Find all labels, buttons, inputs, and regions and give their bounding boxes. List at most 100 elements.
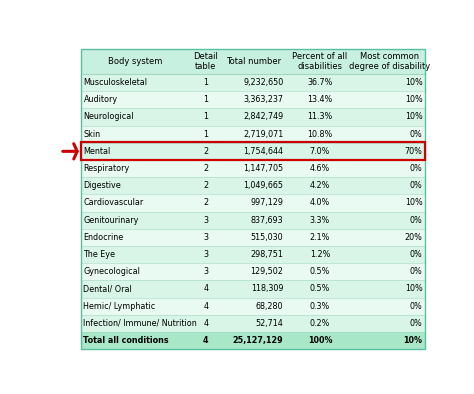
Text: 0.3%: 0.3% [310,302,330,310]
Text: Respiratory: Respiratory [83,164,130,173]
Text: 4: 4 [203,319,208,328]
Text: 0%: 0% [410,250,422,259]
Bar [82,126,425,143]
Text: 3.3%: 3.3% [310,216,330,225]
Text: 4: 4 [203,284,208,294]
Text: 1,049,665: 1,049,665 [244,181,283,190]
Text: 515,030: 515,030 [251,233,283,242]
Text: 129,502: 129,502 [251,267,283,276]
Bar [82,194,425,212]
Text: Endocrine: Endocrine [83,233,124,242]
Text: 2: 2 [203,164,209,173]
Text: Neurological: Neurological [83,112,134,121]
Text: 4: 4 [203,336,209,345]
Text: 837,693: 837,693 [251,216,283,225]
Text: Detail
table: Detail table [193,52,218,71]
Text: 2: 2 [203,181,209,190]
Text: 3: 3 [203,216,208,225]
Text: Infection/ Immune/ Nutrition: Infection/ Immune/ Nutrition [83,319,197,328]
Text: Skin: Skin [83,130,100,139]
Text: Hemic/ Lymphatic: Hemic/ Lymphatic [83,302,156,310]
Text: 20%: 20% [405,233,422,242]
Bar [82,49,425,74]
Text: 9,232,650: 9,232,650 [243,78,283,87]
Text: 2,719,071: 2,719,071 [243,130,283,139]
Text: Digestive: Digestive [83,181,121,190]
Text: 10%: 10% [405,78,422,87]
Text: 0%: 0% [410,302,422,310]
Text: 10.8%: 10.8% [307,130,333,139]
Text: 10%: 10% [405,95,422,104]
Bar [82,91,425,108]
Text: 1.2%: 1.2% [310,250,330,259]
Text: Mental: Mental [83,147,111,156]
Text: 10%: 10% [405,199,422,207]
Text: 2,842,749: 2,842,749 [243,112,283,121]
Text: 0%: 0% [410,267,422,276]
Text: 3: 3 [203,250,208,259]
Text: Musculoskeletal: Musculoskeletal [83,78,147,87]
Text: 1,147,705: 1,147,705 [243,164,283,173]
Text: 68,280: 68,280 [256,302,283,310]
Text: 0%: 0% [410,181,422,190]
Bar [82,212,425,229]
Text: 1: 1 [203,78,208,87]
Text: 52,714: 52,714 [255,319,283,328]
Text: 10%: 10% [403,336,422,345]
Text: 36.7%: 36.7% [307,78,333,87]
Text: 0%: 0% [410,164,422,173]
Text: 10%: 10% [405,112,422,121]
Text: 1: 1 [203,112,208,121]
Bar [82,143,425,160]
Text: 0%: 0% [410,216,422,225]
Bar [82,263,425,281]
Text: Dental/ Oral: Dental/ Oral [83,284,132,294]
Text: 0.5%: 0.5% [310,284,330,294]
Text: Percent of all
disabilities: Percent of all disabilities [292,52,347,71]
Text: 4: 4 [203,302,208,310]
Text: 4.0%: 4.0% [310,199,330,207]
Bar [82,332,425,349]
Text: Auditory: Auditory [83,95,118,104]
Text: 1: 1 [203,130,208,139]
Text: 4.2%: 4.2% [310,181,330,190]
Bar [82,246,425,263]
Text: 298,751: 298,751 [251,250,283,259]
Text: 1: 1 [203,95,208,104]
Text: 1,754,644: 1,754,644 [244,147,283,156]
Text: 997,129: 997,129 [250,199,283,207]
Text: 10%: 10% [405,284,422,294]
Text: 100%: 100% [308,336,332,345]
Text: 13.4%: 13.4% [307,95,333,104]
Bar [82,281,425,297]
Text: Total all conditions: Total all conditions [83,336,169,345]
Text: 2: 2 [203,147,209,156]
Bar [82,108,425,126]
Text: 0.2%: 0.2% [310,319,330,328]
Text: Cardiovascular: Cardiovascular [83,199,144,207]
Text: 0.5%: 0.5% [310,267,330,276]
Text: 3: 3 [203,267,208,276]
Text: The Eye: The Eye [83,250,116,259]
Bar [82,297,425,315]
Bar [82,177,425,194]
Text: Body system: Body system [108,57,163,66]
Text: Gynecological: Gynecological [83,267,140,276]
Bar [82,229,425,246]
Text: 11.3%: 11.3% [307,112,333,121]
Text: 2.1%: 2.1% [310,233,330,242]
Text: 4.6%: 4.6% [310,164,330,173]
Text: Total number: Total number [226,57,282,66]
Text: 0%: 0% [410,319,422,328]
Text: 70%: 70% [405,147,422,156]
Bar [82,160,425,177]
Text: 3,363,237: 3,363,237 [244,95,283,104]
Text: 25,127,129: 25,127,129 [233,336,283,345]
Text: Genitourinary: Genitourinary [83,216,139,225]
Text: 0%: 0% [410,130,422,139]
Text: 2: 2 [203,199,209,207]
Text: 118,309: 118,309 [251,284,283,294]
Text: Most common
degree of disability: Most common degree of disability [349,52,430,71]
Bar [82,315,425,332]
Bar [82,74,425,91]
